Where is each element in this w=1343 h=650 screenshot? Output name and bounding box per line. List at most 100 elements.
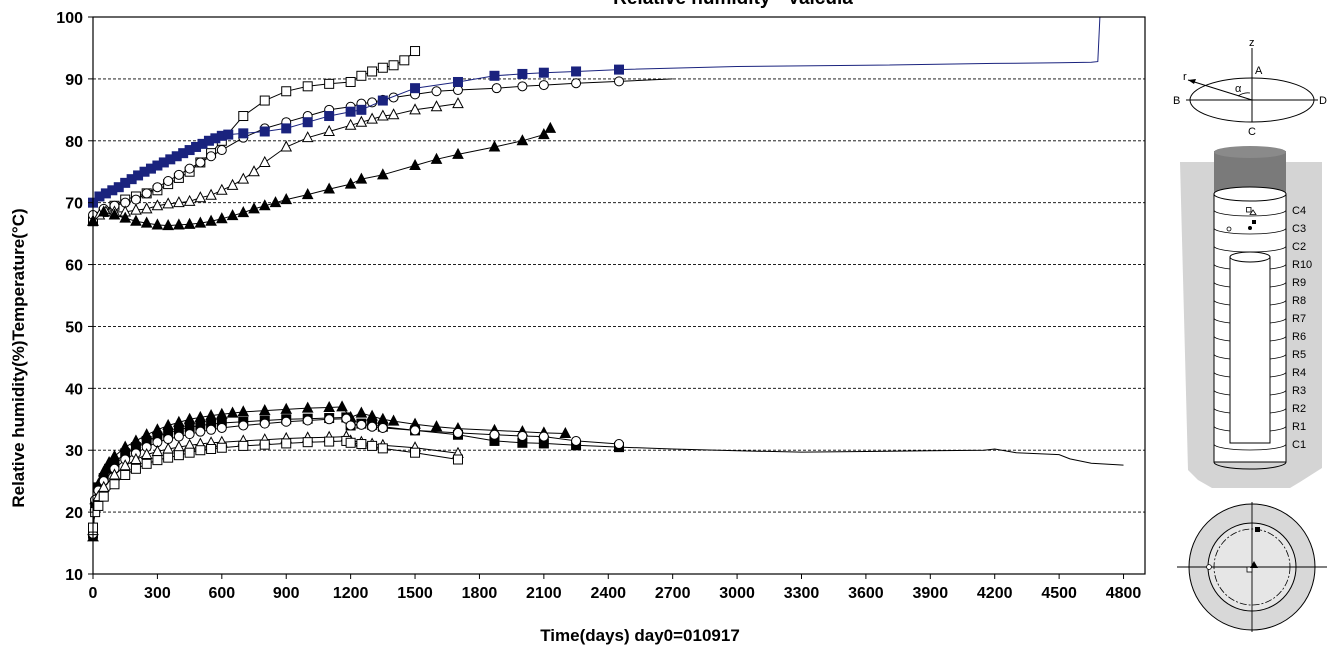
- data-point: [544, 121, 557, 133]
- data-point: [410, 83, 421, 94]
- x-tick-label: 1800: [462, 585, 498, 602]
- data-point: [431, 86, 442, 97]
- ring-label: R10: [1292, 259, 1312, 271]
- ring-label: C4: [1292, 205, 1306, 217]
- x-tick-label: 2100: [526, 585, 562, 602]
- data-point: [356, 439, 367, 450]
- data-point: [302, 81, 313, 92]
- ring-line: [1213, 443, 1287, 451]
- data-point: [97, 480, 110, 492]
- buffer-top: [1213, 186, 1287, 202]
- x-tick-label: 4800: [1106, 585, 1142, 602]
- data-point: [410, 46, 421, 57]
- x-tick-label: 1500: [397, 585, 433, 602]
- data-point: [488, 140, 501, 152]
- data-point: [323, 124, 335, 136]
- data-point: [130, 194, 141, 205]
- data-point: [324, 436, 335, 447]
- data-point: [430, 100, 443, 112]
- data-point: [571, 435, 582, 446]
- buffer-bottom: [1213, 461, 1287, 470]
- series-humidity-filled-triangle: [87, 121, 557, 231]
- section-filled-square: [1255, 527, 1260, 532]
- data-point: [195, 157, 206, 168]
- data-point: [259, 95, 270, 106]
- section-open-square: [1246, 566, 1253, 573]
- data-point: [173, 431, 184, 442]
- data-point: [205, 188, 217, 200]
- data-point: [281, 438, 292, 449]
- data-point: [517, 430, 528, 441]
- data-point: [258, 155, 271, 167]
- data-point: [409, 158, 421, 171]
- data-point: [205, 214, 217, 226]
- cross-section-diagram: [1177, 502, 1327, 632]
- data-point: [108, 208, 121, 220]
- data-point: [356, 419, 367, 430]
- series-line: [92, 128, 551, 227]
- y-tick-label: 100: [56, 10, 83, 27]
- data-point: [93, 500, 104, 511]
- data-point: [281, 123, 292, 134]
- data-point: [223, 129, 234, 140]
- data-point: [248, 165, 260, 177]
- data-point: [355, 115, 368, 127]
- data-point: [130, 463, 141, 474]
- data-point: [184, 429, 195, 440]
- data-point: [324, 78, 335, 89]
- data-point: [344, 177, 357, 189]
- r-vector: [1187, 79, 1253, 101]
- y-tick-label: 90: [65, 72, 83, 89]
- sensor-filled-circle: [1248, 226, 1252, 230]
- data-point: [216, 145, 227, 156]
- x-tick-label: 4500: [1041, 585, 1077, 602]
- sensor-open-square: [1246, 207, 1252, 213]
- data-point: [301, 131, 314, 143]
- data-point: [301, 401, 314, 413]
- data-point: [399, 55, 410, 66]
- data-point: [206, 151, 217, 162]
- data-point: [559, 426, 572, 439]
- data-point: [387, 414, 400, 426]
- ring-labels: C4 C3 C2 R10 R9 R8 R7 R6 R5 R4 R3 R2 R1 C1: [1292, 205, 1312, 451]
- data-point: [538, 67, 549, 78]
- data-point: [281, 416, 292, 427]
- data-point: [259, 126, 270, 137]
- data-point: [571, 78, 582, 89]
- data-point: [238, 111, 249, 122]
- data-point: [323, 182, 335, 194]
- y-tick-label: 10: [65, 567, 83, 584]
- coordinate-system-diagram: z A B C D r α: [1173, 37, 1327, 138]
- axis-ticks: 10 20 30 40 50 60 70 80 90 100 0 300 600 900 1200 1500 1…: [56, 10, 1141, 602]
- data-point: [98, 491, 109, 502]
- data-point: [183, 217, 196, 229]
- data-point: [163, 452, 174, 463]
- data-point: [345, 76, 356, 87]
- x-tick-label: 300: [144, 585, 171, 602]
- data-point: [302, 437, 313, 448]
- series-temperature-filled-square: [88, 412, 1124, 539]
- data-point: [163, 434, 174, 445]
- data-point: [489, 70, 500, 81]
- data-point: [489, 429, 500, 440]
- sensor-filled-square: [1252, 220, 1256, 224]
- data-point: [452, 454, 463, 465]
- data-point: [324, 111, 335, 122]
- data-point: [162, 197, 174, 209]
- data-point: [614, 64, 624, 75]
- data-point: [206, 424, 217, 435]
- data-point: [430, 152, 443, 164]
- series-layer: [87, 16, 1124, 542]
- plug-cap: [1214, 146, 1286, 158]
- data-point: [140, 202, 153, 214]
- data-point: [238, 440, 249, 451]
- data-point: [140, 216, 153, 228]
- x-tick-label: 900: [273, 585, 300, 602]
- data-point: [614, 439, 624, 450]
- data-point: [184, 447, 195, 458]
- data-point: [355, 172, 368, 184]
- heater-canister: [1229, 256, 1271, 444]
- ring-label: R1: [1292, 421, 1306, 433]
- plot-frame: [92, 16, 1146, 575]
